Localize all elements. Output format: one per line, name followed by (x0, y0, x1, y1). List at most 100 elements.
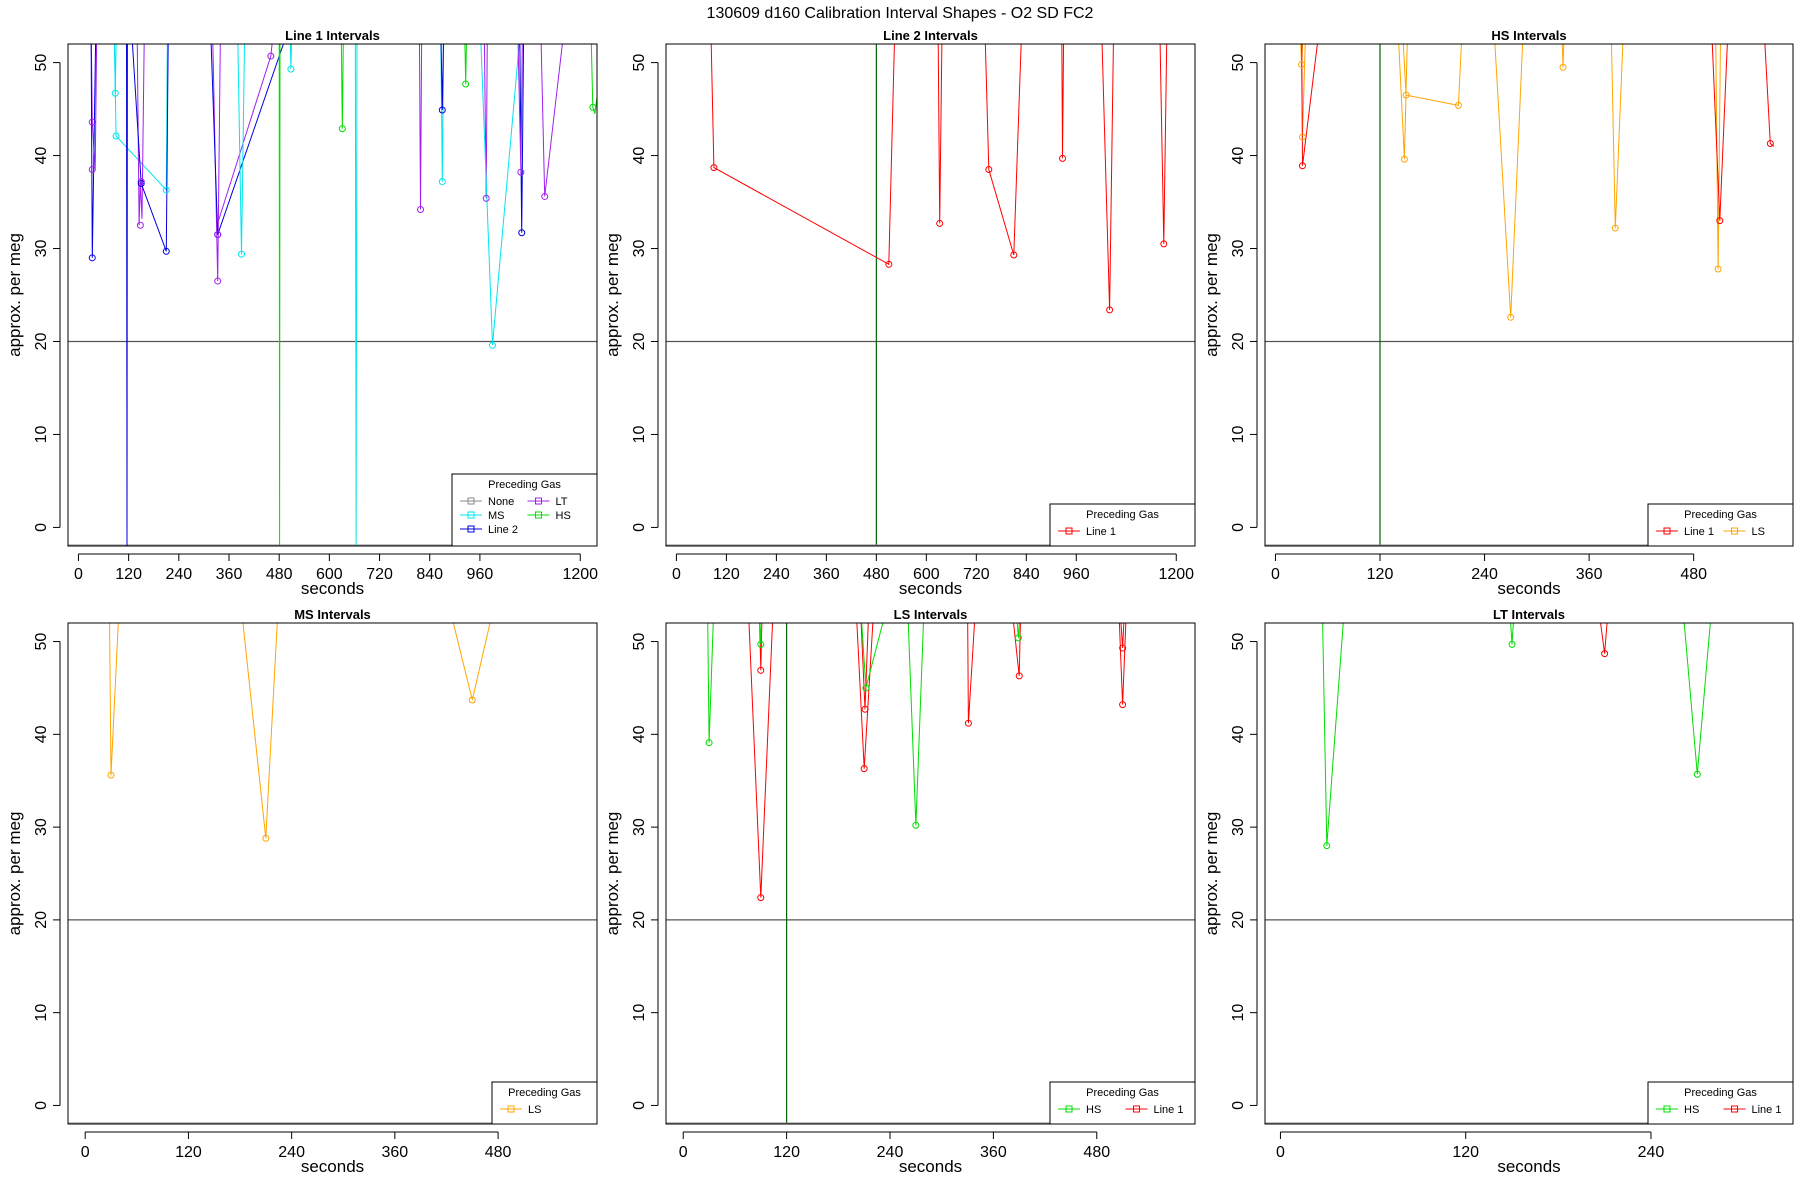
legend-swatch-marker (1731, 1105, 1738, 1113)
plot-area (1265, 44, 1793, 546)
x-tick-label: 480 (1083, 1144, 1110, 1161)
data-point (1323, 842, 1331, 850)
x-tick-label: 480 (863, 566, 890, 583)
series-line-ls (1610, 44, 1624, 229)
data-point (517, 168, 525, 176)
data-point (137, 178, 145, 186)
y-tick-label: 0 (631, 523, 648, 532)
legend-swatch-marker (467, 511, 475, 519)
x-tick-label: 120 (175, 1144, 202, 1161)
y-tick-label: 10 (33, 1004, 50, 1022)
x-tick-label: 120 (713, 566, 740, 583)
y-tick-label: 50 (631, 633, 648, 651)
legend-entry-line-2: Line 2 (488, 524, 518, 536)
x-tick-label: 360 (1576, 566, 1603, 583)
panel-title: HS Intervals (1491, 28, 1566, 43)
legend-entry-hs: HS (1086, 1104, 1101, 1116)
series-line-lt (418, 44, 423, 210)
x-axis-label: seconds (301, 1157, 364, 1176)
y-tick-label: 0 (33, 523, 50, 532)
series-line-line-1 (1061, 44, 1065, 159)
series-line-line-1 (967, 623, 976, 724)
data-point (112, 132, 120, 140)
data-point (88, 118, 96, 126)
legend-box (1049, 1081, 1196, 1125)
x-tick-label: 360 (216, 566, 243, 583)
x-tick-label: 480 (1680, 566, 1707, 583)
panel-title: Line 1 Intervals (285, 28, 380, 43)
data-point (287, 65, 295, 73)
data-point (1601, 650, 1609, 658)
y-tick-label: 30 (33, 240, 50, 258)
y-tick-label: 0 (1230, 1101, 1247, 1110)
y-tick-label: 30 (631, 240, 648, 258)
data-point (1298, 60, 1306, 68)
series-line-ls (242, 623, 278, 839)
y-tick-label: 50 (1230, 54, 1247, 72)
y-tick-label: 20 (1230, 332, 1247, 350)
legend-box (1049, 503, 1196, 547)
data-point (238, 250, 246, 258)
x-axis-label: seconds (899, 1157, 962, 1176)
y-tick-label: 40 (1230, 725, 1247, 743)
panel-5: LS Intervals 0 120 240 360 480 seconds 0 10 20 30 4… (603, 607, 1196, 1176)
x-axis: 0 120 240 seconds (1276, 1131, 1664, 1176)
x-tick-label: 0 (672, 566, 681, 583)
data-point (757, 894, 765, 902)
panel-title: Line 2 Intervals (883, 28, 978, 43)
legend: Preceding Gas Line 1 (1049, 503, 1196, 547)
legend-swatch-marker (535, 497, 542, 505)
data-point (705, 739, 713, 747)
series-line-line-1 (1600, 623, 1608, 654)
data-point (162, 186, 170, 194)
series-line-line-1 (1118, 623, 1127, 705)
y-tick-label: 30 (631, 818, 648, 836)
series-line-line-2 (90, 44, 97, 258)
x-tick-label: 840 (1013, 566, 1040, 583)
x-tick-label: 240 (1471, 566, 1498, 583)
x-axis: 0 120 240 360 480 seconds (679, 1131, 1110, 1176)
data-point (757, 640, 765, 648)
panel-2: Line 2 Intervals 0 120 240 360 480 600 720 840 96… (603, 28, 1196, 598)
x-tick-label: 360 (813, 566, 840, 583)
data-point (462, 80, 470, 88)
series-line-lt (218, 44, 273, 221)
plot-area (68, 44, 597, 546)
data-point (1106, 306, 1114, 314)
series-line-line-1 (1013, 623, 1021, 676)
x-tick-label: 840 (416, 566, 443, 583)
legend-entry-hs: HS (1684, 1104, 1699, 1116)
data-point (214, 231, 222, 239)
y-tick-label: 0 (33, 1101, 50, 1110)
data-point (1402, 91, 1410, 99)
y-tick-label: 10 (631, 1004, 648, 1022)
y-tick-label: 30 (1230, 240, 1247, 258)
y-axis-label: approx. per meg (5, 233, 24, 357)
series-line-ms (237, 44, 246, 255)
series-line-line-1 (710, 44, 895, 266)
legend: Preceding Gas HS Line 1 (1647, 1081, 1794, 1125)
data-point (912, 821, 920, 829)
series-line-line-1 (1101, 44, 1114, 310)
series-line-hs (707, 623, 714, 743)
x-axis: 0 120 240 360 480 seconds (81, 1131, 512, 1176)
legend-entry-line-1: Line 1 (1086, 526, 1116, 538)
y-axis: 0 10 20 30 40 50 approx. per meg (603, 633, 659, 1110)
series-line-hs (1322, 623, 1344, 846)
y-axis-label: approx. per meg (5, 812, 24, 936)
data-point (438, 106, 446, 114)
data-point (1693, 770, 1701, 778)
plot-area (666, 44, 1195, 546)
data-point (1119, 644, 1127, 652)
series-line-line-1 (1301, 44, 1318, 166)
legend-swatch-marker (1731, 527, 1738, 535)
legend-title: Preceding Gas (1086, 509, 1159, 521)
data-point (1059, 154, 1067, 162)
panel-title: MS Intervals (294, 607, 371, 622)
series-line-ls (452, 623, 491, 701)
x-tick-label: 240 (278, 1144, 305, 1161)
series-line-lt (483, 44, 488, 199)
y-tick-label: 0 (1230, 523, 1247, 532)
data-point (1298, 162, 1306, 170)
